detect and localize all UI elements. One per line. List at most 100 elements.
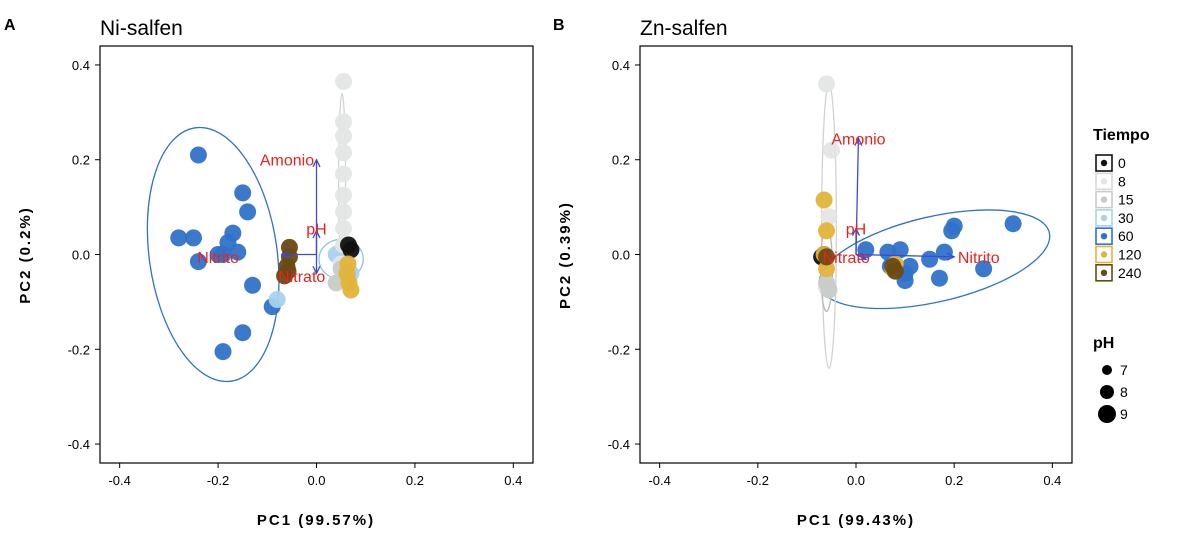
legend-tiempo-label: 15: [1118, 192, 1134, 208]
panel-b: B Zn-salfen Amonio pH Nitrato Nitrito PC1 (…: [553, 17, 1073, 529]
panel-letter-b: B: [553, 17, 565, 34]
panel-letter-a: A: [4, 17, 16, 34]
panel-a-title: Ni-salfen: [100, 17, 183, 40]
panel-a-point-60: [214, 343, 232, 361]
panel-b-title: Zn-salfen: [640, 17, 728, 40]
panel-a-loading-label: Nitrito: [197, 250, 239, 267]
legend-key-dot: [1100, 214, 1108, 222]
panel-b-point-60: [930, 269, 948, 287]
panel-b-point-60: [921, 250, 939, 268]
panel-a-arrowhead: [312, 158, 321, 168]
panel-b-point-240: [818, 248, 836, 266]
panel-a-point-120: [342, 281, 360, 299]
panel-a-point-30: [268, 291, 286, 309]
panel-a: A Ni-salfen Amonio pH Nitrito Nitrato PC1 (…: [4, 17, 534, 529]
panel-b-loading-label: Nitrito: [958, 250, 1000, 267]
panel-b-x-tick-label: 0.0: [847, 473, 865, 488]
panel-b-point-15: [820, 281, 838, 299]
legend-tiempo-label: 60: [1118, 228, 1134, 244]
panel-a-point-60: [234, 184, 252, 202]
legend-ph-title: pH: [1093, 335, 1114, 352]
legend-key-dot: [1100, 178, 1108, 185]
panel-a-x-axis-title: PC1 (99.57%): [257, 512, 375, 529]
panel-a-y-tick-label: 0.2: [72, 153, 90, 168]
panel-b-x-tick-label: -0.4: [648, 473, 670, 488]
legend-tiempo-label: 240: [1118, 265, 1142, 281]
panel-a-ellipse-60: [146, 126, 280, 383]
panel-b-y-tick-label: -0.4: [608, 437, 630, 452]
legend-tiempo-label: 0: [1118, 155, 1126, 171]
panel-a-point-60: [170, 229, 188, 247]
panel-b-y-tick-label: 0.2: [612, 153, 630, 168]
panel-a-y-tick-label: 0.0: [72, 248, 90, 263]
panel-a-marks: Amonio pH Nitrito Nitrato: [146, 73, 364, 383]
legend-ph-label: 7: [1120, 362, 1128, 378]
panel-b-loading-label: Amonio: [831, 131, 885, 148]
legend-key-dot: [1100, 233, 1108, 240]
panel-a-x-tick-label: -0.2: [207, 473, 229, 488]
legend-key-dot: [1100, 251, 1108, 258]
panel-a-x-tick-label: 0.0: [307, 473, 325, 488]
panel-a-x-tick-label: 0.2: [406, 473, 424, 488]
panel-a-loading-label: Amonio: [260, 153, 314, 170]
panel-b-arrowhead: [946, 252, 956, 261]
panel-a-point-8: [335, 144, 353, 162]
panel-b-point-60: [943, 222, 961, 240]
legend-ph-size-key: [1100, 385, 1114, 399]
legend-tiempo-label: 8: [1118, 173, 1126, 189]
legend-tiempo-label: 30: [1118, 210, 1134, 226]
panel-b-point-8: [818, 75, 836, 93]
panel-b-loading-label: pH: [846, 221, 866, 238]
legend-key-dot: [1100, 269, 1108, 276]
panel-b-y-tick-label: 0.4: [612, 58, 630, 73]
panel-a-point-60: [244, 276, 262, 294]
panel-a-point-60: [189, 253, 207, 271]
panel-a-x-tick-label: 0.4: [504, 473, 522, 488]
panel-a-point-60: [189, 146, 207, 164]
panel-a-arrowhead: [280, 250, 290, 259]
panel-a-y-tick-label: 0.4: [72, 58, 90, 73]
legend: Tiempo 0 8 15 30 60 120 240 pH 7 8 9: [1093, 127, 1150, 423]
panel-a-point-8: [335, 113, 353, 131]
panel-b-x-axis-title: PC1 (99.43%): [797, 512, 915, 529]
panel-a-point-8: [335, 186, 353, 204]
panel-a-point-60: [214, 246, 232, 263]
panel-a-point-8: [335, 127, 353, 145]
legend-ph-label: 8: [1120, 384, 1128, 400]
legend-key-dot: [1100, 196, 1108, 203]
panel-b-point-240: [886, 262, 904, 280]
panel-a-point-8: [335, 165, 353, 183]
panel-b-arrowhead: [851, 226, 861, 236]
panel-b-y-tick-label: 0.0: [612, 248, 630, 263]
panel-a-point-240: [279, 262, 297, 280]
panel-b-loading-arrow: [855, 253, 955, 258]
panel-a-point-8: [335, 73, 353, 91]
panel-b-loading-arrow: [855, 253, 867, 260]
legend-ph-size-key: [1102, 365, 1112, 375]
panel-b-point-120: [818, 260, 836, 278]
legend-ph-size-key: [1098, 405, 1116, 423]
legend-ph-items: 7 8 9: [1098, 362, 1128, 423]
panel-a-point-0: [342, 241, 360, 259]
panel-b-y-tick-label: -0.2: [608, 342, 630, 357]
panel-a-point-120: [339, 255, 357, 273]
panel-b-marks: Amonio pH Nitrato Nitrito: [813, 75, 1051, 369]
panel-a-point-60: [234, 324, 252, 342]
panel-b-x-tick-label: -0.2: [747, 473, 769, 488]
legend-ph-label: 9: [1120, 406, 1128, 422]
panel-b-point-8: [822, 141, 840, 159]
panel-a-loading-label: pH: [306, 221, 326, 238]
panel-a-point-8: [335, 203, 353, 221]
panel-b-arrowhead: [854, 136, 863, 146]
panel-b-point-8: [820, 208, 838, 226]
panel-b-loading-label: Nitrato: [823, 250, 870, 267]
panel-b-point-120: [815, 191, 833, 209]
panel-a-point-60: [239, 203, 257, 221]
panel-a-point-8: [335, 219, 353, 237]
panel-b-x-tick-label: 0.4: [1043, 473, 1061, 488]
panel-a-arrowhead: [312, 229, 321, 239]
panel-a-point-60: [229, 243, 247, 261]
panel-b-point-60: [1004, 215, 1022, 233]
legend-key-dot: [1100, 159, 1108, 167]
